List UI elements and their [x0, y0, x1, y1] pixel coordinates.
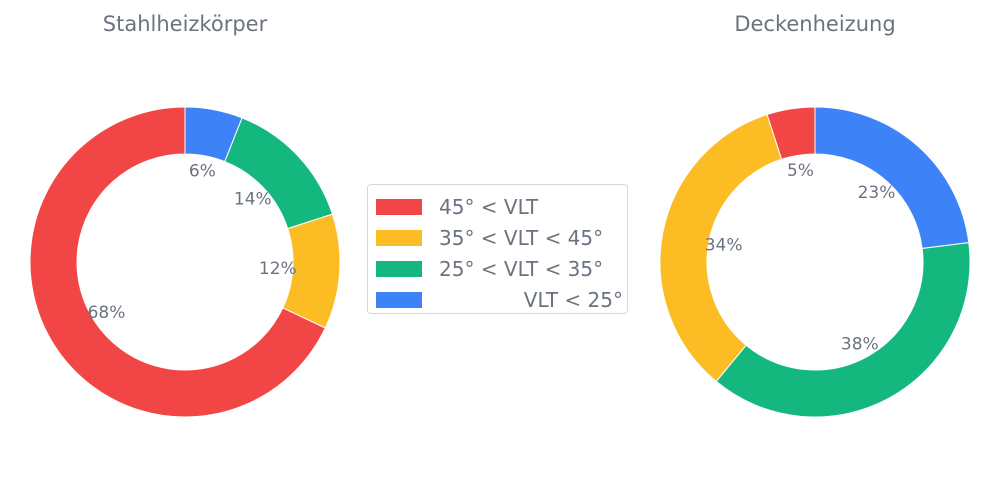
slice-label: 23% [858, 183, 896, 203]
slice-label: 68% [88, 303, 126, 323]
legend-label: VLT < 25° [523, 287, 623, 312]
legend-swatch [376, 260, 422, 277]
legend-label: 45° < VLT [439, 194, 539, 219]
legend-item: 45° < VLT [376, 191, 627, 222]
slice-label: 5% [787, 161, 814, 181]
donut-slice [659, 113, 783, 383]
legend-swatch [376, 198, 422, 215]
slice-label: 14% [234, 189, 272, 209]
legend-label: 35° < VLT < 45° [439, 225, 604, 250]
slice-label: 6% [189, 162, 216, 182]
donut-slice [224, 117, 334, 230]
donut-slice [715, 242, 971, 418]
donut-slice [766, 106, 816, 160]
legend-swatch [376, 291, 422, 308]
chart-title: Deckenheizung [734, 12, 895, 36]
donut-slice [814, 106, 970, 250]
chart-title: Stahlheizkörper [103, 12, 268, 36]
slice-label: 12% [259, 259, 297, 279]
donut-slice [29, 106, 326, 418]
legend-item: VLT < 25° [376, 284, 627, 315]
legend-swatch [376, 229, 422, 246]
legend-label: 25° < VLT < 35° [439, 256, 604, 281]
legend-item: 35° < VLT < 45° [376, 222, 627, 253]
legend: 45° < VLT 35° < VLT < 45° 25° < VLT < 35… [367, 184, 628, 314]
slice-label: 38% [841, 334, 879, 354]
slice-label: 34% [705, 236, 743, 256]
legend-item: 25° < VLT < 35° [376, 253, 627, 284]
